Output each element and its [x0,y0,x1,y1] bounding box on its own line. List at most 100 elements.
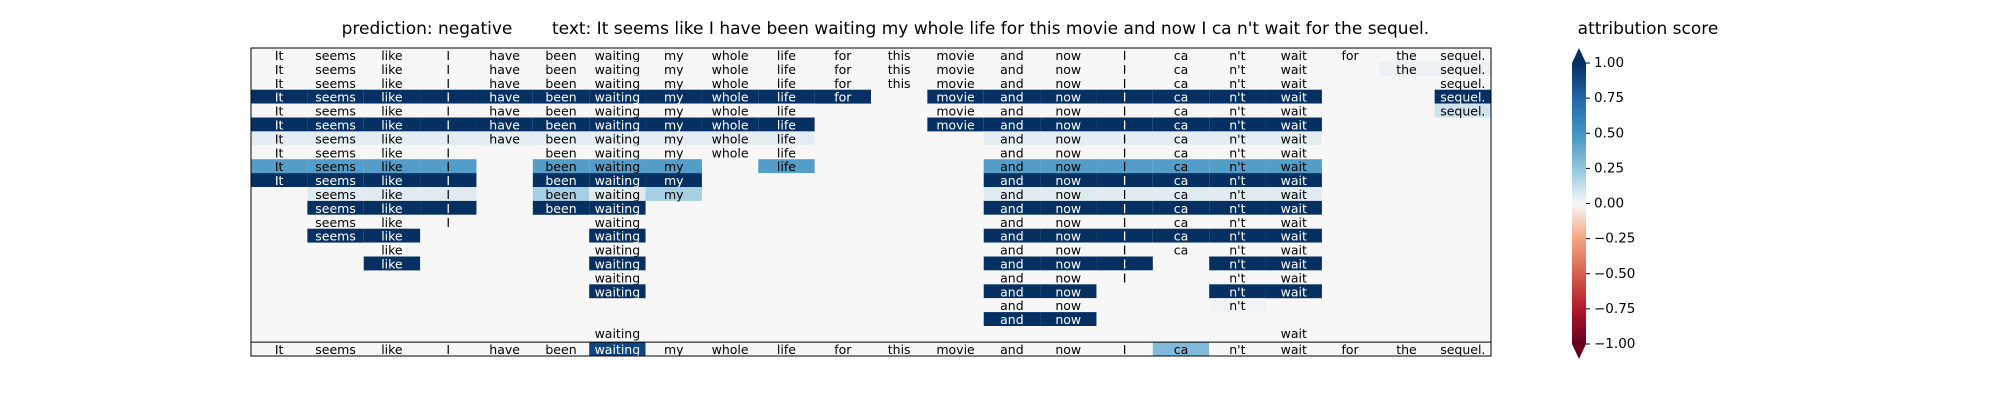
heatmap-cell [983,228,1041,243]
token-label: whole [712,117,749,132]
token-label: like [381,187,403,202]
heatmap-cell [1209,270,1266,285]
heatmap-cell [1378,342,1435,356]
prediction-title: prediction: negative [342,19,513,39]
heatmap-cell [1096,145,1153,160]
heatmap-cell [1321,342,1379,356]
heatmap-cell [927,48,984,62]
token-label: movie [936,104,975,119]
heatmap-cell [1209,145,1266,160]
token-label: life [777,117,796,132]
token-label: ca [1174,76,1189,91]
heatmap-cell [645,145,702,160]
heatmap-cell [645,89,702,104]
heatmap-cell [589,61,646,76]
token-label: my [664,62,684,77]
heatmap-cell [927,342,984,356]
token-label: It [275,159,284,174]
heatmap-cell [1040,131,1097,146]
colorbar-tick-label: −0.75 [1594,301,1635,317]
token-label: wait [1281,145,1307,160]
token-label: now [1055,229,1081,244]
heatmap-cell [983,61,1041,76]
token-label: been [545,62,576,77]
heatmap-cell [420,131,477,146]
heatmap-cell [983,103,1041,118]
heatmap-cell [701,117,759,132]
heatmap-cell [363,200,421,215]
heatmap-cell [758,75,815,90]
heatmap-cell [1096,117,1153,132]
heatmap-cell [251,89,308,104]
token-label: waiting [595,243,641,258]
token-label: like [381,229,403,244]
token-label: now [1055,298,1081,313]
heatmap-cell [1096,159,1153,174]
token-label: like [381,243,403,258]
heatmap-cell [476,103,533,118]
heatmap-cell [814,61,871,76]
token-label: waiting [595,145,641,160]
token-label: movie [936,48,975,63]
colorbar-extend-top [1572,48,1586,63]
token-label: I [446,117,450,132]
token-label: have [489,104,520,119]
heatmap-cell [814,48,871,62]
token-label: wait [1281,159,1307,174]
token-label: and [1000,48,1024,63]
heatmap-cell [420,342,477,356]
token-label: I [446,76,450,91]
token-label: and [1000,90,1024,105]
token-label: waiting [595,131,641,146]
token-label: n't [1229,48,1245,63]
heatmap-cell [1040,342,1097,356]
token-label: my [664,187,684,202]
token-label: and [1000,131,1024,146]
heatmap-cell [645,173,702,187]
token-label: ca [1174,159,1189,174]
token-label: ca [1174,131,1189,146]
perturbation-row: waiting wait [589,326,1322,341]
token-label: and [1000,104,1024,119]
token-label: ca [1174,145,1189,160]
heatmap-cell [307,342,364,356]
token-label: been [545,173,576,188]
heatmap-cell [1434,342,1491,356]
token-label: n't [1229,298,1245,313]
token-label: wait [1281,243,1307,258]
token-label: wait [1281,76,1307,91]
heatmap-cell [363,117,421,132]
heatmap-cell [701,103,759,118]
heatmap-cell [1040,61,1097,76]
token-label: and [1000,312,1024,327]
token-label: now [1055,243,1081,258]
heatmap-cell [1040,89,1097,104]
token-label: wait [1281,326,1307,341]
heatmap-cell [1040,298,1097,313]
heatmap-cell [589,75,646,90]
token-label: been [545,201,576,216]
token-label: movie [936,342,975,357]
token-label: ca [1174,62,1189,77]
heatmap-frame [250,47,1492,357]
token-label: wait [1281,229,1307,244]
heatmap-cell [251,103,308,118]
heatmap-cell [420,75,477,90]
token-label: It [275,131,284,146]
heatmap-cell [420,61,477,76]
token-label: wait [1281,90,1307,105]
heatmap-cell [1209,228,1266,243]
heatmap-cell [476,131,533,146]
token-label: now [1055,342,1081,357]
heatmap-cell [589,342,646,356]
token-label: my [664,173,684,188]
heatmap-cell [701,131,759,146]
token-label: like [381,256,403,271]
token-label: n't [1229,187,1245,202]
token-label: seems [315,145,356,160]
token-label: It [275,342,284,357]
token-label: have [489,131,520,146]
